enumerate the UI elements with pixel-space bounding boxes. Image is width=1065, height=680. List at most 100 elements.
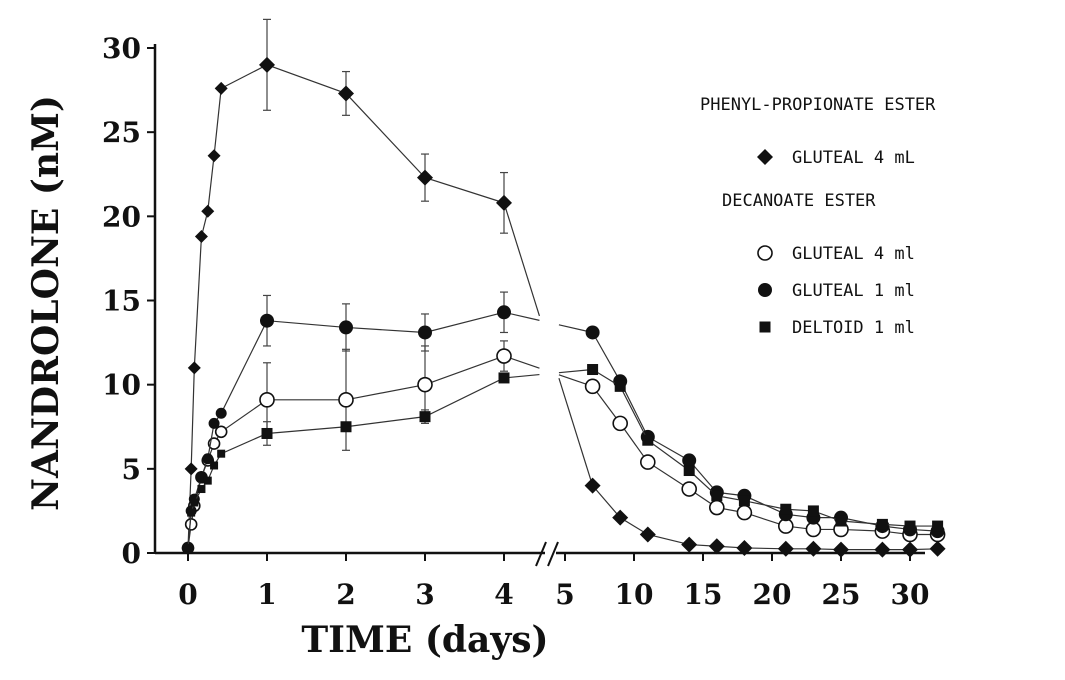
y-tick-label: 25: [102, 116, 141, 149]
legend-marker: [758, 283, 772, 297]
data-point: [338, 392, 354, 408]
data-point: [261, 427, 273, 439]
data-point: [642, 434, 654, 446]
legend-entry-label: GLUTEAL 4 ml: [792, 244, 915, 264]
data-point: [259, 392, 275, 408]
data-point: [201, 204, 215, 218]
legend: PHENYL-PROPIONATE ESTER GLUTEAL 4 mL DECAN…: [700, 95, 936, 338]
y-tick-label: 15: [102, 285, 141, 318]
data-point: [711, 490, 723, 502]
data-point: [708, 538, 725, 555]
data-point: [419, 411, 431, 423]
x-tick-label: 10: [615, 578, 654, 611]
series-layer: [181, 18, 946, 558]
data-point: [833, 541, 849, 558]
x-tick-label: 3: [415, 578, 434, 611]
x-tick-label: 2: [336, 578, 355, 611]
data-point: [259, 56, 275, 73]
data-point: [184, 518, 198, 531]
data-point: [338, 85, 354, 102]
data-point: [932, 520, 944, 532]
data-point: [417, 169, 433, 186]
x-tick-label: 20: [753, 578, 792, 611]
data-point: [197, 485, 206, 494]
legend-entry-label: GLUTEAL 4 mL: [792, 148, 915, 168]
data-point: [929, 540, 946, 557]
data-point: [587, 364, 599, 376]
legend-entry-label: DELTOID 1 ml: [792, 318, 915, 338]
data-point: [777, 540, 794, 557]
legend-marker: [757, 149, 773, 165]
data-point: [190, 498, 199, 507]
series-deltoid-1-ml: [184, 364, 944, 552]
data-point: [184, 543, 192, 552]
data-point: [835, 515, 847, 527]
data-point: [736, 539, 753, 556]
data-point: [738, 495, 750, 507]
legend-group-title: DECANOATE ESTER: [722, 191, 876, 211]
data-point: [208, 417, 220, 429]
data-point: [417, 376, 433, 393]
data-point: [639, 526, 656, 543]
series-break-line: [503, 202, 541, 317]
data-point: [497, 305, 511, 320]
data-point: [214, 425, 228, 439]
data-point: [214, 81, 228, 95]
data-point: [340, 421, 352, 433]
data-point: [904, 520, 916, 532]
y-tick-label: 10: [102, 369, 141, 402]
x-tick-label: 4: [494, 578, 513, 611]
legend-marker: [759, 321, 771, 333]
data-point: [681, 536, 698, 553]
data-point: [612, 415, 629, 432]
x-tick-label: 1: [257, 578, 276, 611]
data-point: [184, 462, 198, 476]
data-point: [807, 505, 819, 517]
data-point: [215, 407, 227, 419]
data-point: [496, 348, 512, 364]
series-break-line: [503, 373, 540, 379]
x-tick-label: 25: [822, 578, 861, 611]
data-point: [194, 230, 208, 244]
data-point: [682, 453, 697, 468]
data-point: [584, 378, 601, 395]
series-line: [592, 369, 938, 527]
y-tick-label: 5: [122, 453, 141, 486]
data-point: [203, 476, 212, 485]
legend-marker: [757, 245, 773, 261]
data-point: [683, 465, 695, 477]
data-point: [874, 541, 891, 558]
data-point: [585, 325, 600, 340]
data-point: [187, 508, 196, 517]
legend-entry-label: GLUTEAL 1 ml: [792, 281, 915, 301]
axes: 0 5 10 15 20 25 30 0 1 2 3 4 5 10 15 20 25 30: [102, 32, 929, 611]
series-gluteal-4-ml: [181, 340, 946, 555]
data-point: [217, 449, 226, 458]
x-axis-title: TIME (days): [301, 619, 548, 661]
data-point: [207, 149, 221, 163]
x-tick-label: 15: [684, 578, 723, 611]
data-point: [876, 518, 888, 530]
x-tick-label: 0: [178, 578, 197, 611]
data-point: [639, 454, 656, 470]
y-tick-label: 0: [122, 537, 141, 570]
x-tick-label: 5: [555, 578, 574, 611]
data-point: [681, 481, 698, 497]
data-point: [496, 194, 512, 211]
series-line: [592, 485, 938, 551]
series-break-line: [558, 368, 593, 374]
data-point: [584, 477, 601, 494]
data-point: [498, 372, 510, 384]
data-point: [210, 461, 219, 470]
legend-group-title: PHENYL-PROPIONATE ESTER: [700, 95, 936, 115]
data-point: [736, 504, 753, 521]
data-point: [187, 361, 201, 375]
data-point: [805, 540, 822, 557]
y-tick-label: 30: [102, 32, 141, 65]
data-point: [902, 541, 918, 558]
series-gluteal-4-ml: [181, 18, 946, 558]
data-point: [708, 499, 725, 516]
x-tick-label: 30: [891, 578, 930, 611]
axis-break-mark: [547, 541, 559, 567]
